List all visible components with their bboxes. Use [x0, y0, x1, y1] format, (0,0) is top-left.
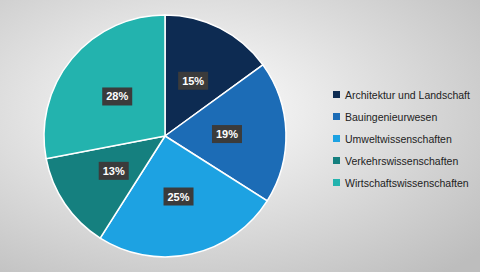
- data-labels: 15% 19% 25% 13% 28%: [99, 72, 242, 206]
- legend-label: Architektur und Landschaft: [345, 89, 470, 101]
- legend-swatch: [333, 135, 340, 142]
- legend-swatch: [333, 157, 340, 164]
- legend-label: Umweltwissenschaften: [345, 133, 452, 145]
- data-label: 28%: [106, 90, 128, 102]
- pie-slice: [44, 15, 165, 159]
- data-label-box: [99, 162, 129, 180]
- data-label: 15%: [182, 75, 204, 87]
- legend-swatch: [333, 113, 340, 120]
- legend-swatch: [333, 179, 340, 186]
- data-label: 19%: [216, 128, 238, 140]
- slices: [44, 15, 286, 257]
- data-label-box: [164, 188, 194, 206]
- legend-label: Wirtschaftswissenschaften: [345, 177, 469, 189]
- data-label-box: [178, 72, 208, 90]
- legend-label: Bauingenieurwesen: [345, 111, 437, 123]
- data-label: 25%: [168, 191, 190, 203]
- background: [0, 0, 480, 272]
- legend: Architektur und Landschaft Bauingenieurwe…: [333, 89, 470, 189]
- chart: 15% 19% 25% 13% 28% Architektur und Landschaf…: [0, 0, 480, 272]
- data-label: 13%: [103, 165, 125, 177]
- legend-label: Verkehrswissenschaften: [345, 155, 458, 167]
- legend-swatch: [333, 91, 340, 98]
- data-label-box: [212, 125, 242, 143]
- data-label-box: [102, 87, 132, 105]
